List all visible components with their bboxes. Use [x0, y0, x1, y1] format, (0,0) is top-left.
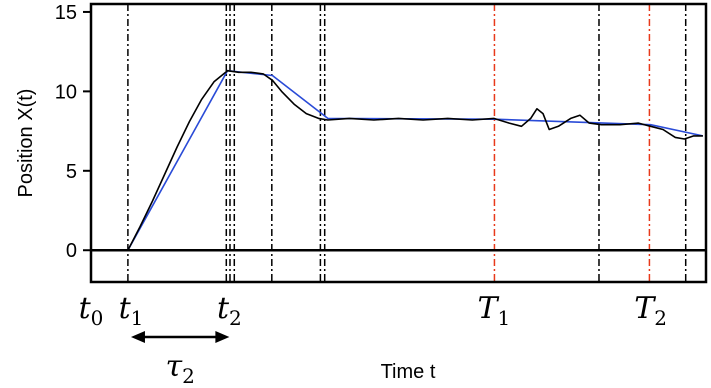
x-axis-title: Time t [381, 361, 436, 383]
x-marker-label-2: t2 [217, 291, 242, 330]
plot-frame [89, 2, 708, 284]
tau-label: τ2 [166, 349, 195, 388]
x-marker-label-3: T1 [477, 291, 510, 330]
x-axis-marker-labels: t0 t1 t2 T1 T2 [79, 291, 667, 330]
y-tick-label-0: 0 [66, 240, 77, 262]
tau-arrow-head-right [215, 331, 230, 343]
x-marker-label-1: t1 [119, 291, 144, 330]
vertical-marker-lines [127, 4, 687, 282]
series-line-1 [127, 69, 704, 251]
x-marker-label-4: T2 [634, 291, 667, 330]
series-line-0 [127, 69, 703, 251]
y-axis-ticks: 0 5 10 15 [55, 2, 91, 262]
y-tick-label-2: 10 [55, 81, 77, 103]
annotation-group: τ2 [130, 331, 230, 388]
y-axis-title: Position X(t) [15, 89, 37, 198]
tau-arrow-head-left [130, 331, 145, 343]
y-tick-label-3: 15 [55, 2, 77, 24]
series-group [127, 69, 704, 251]
y-tick-label-1: 5 [66, 161, 77, 183]
x-marker-label-0: t0 [79, 291, 104, 330]
